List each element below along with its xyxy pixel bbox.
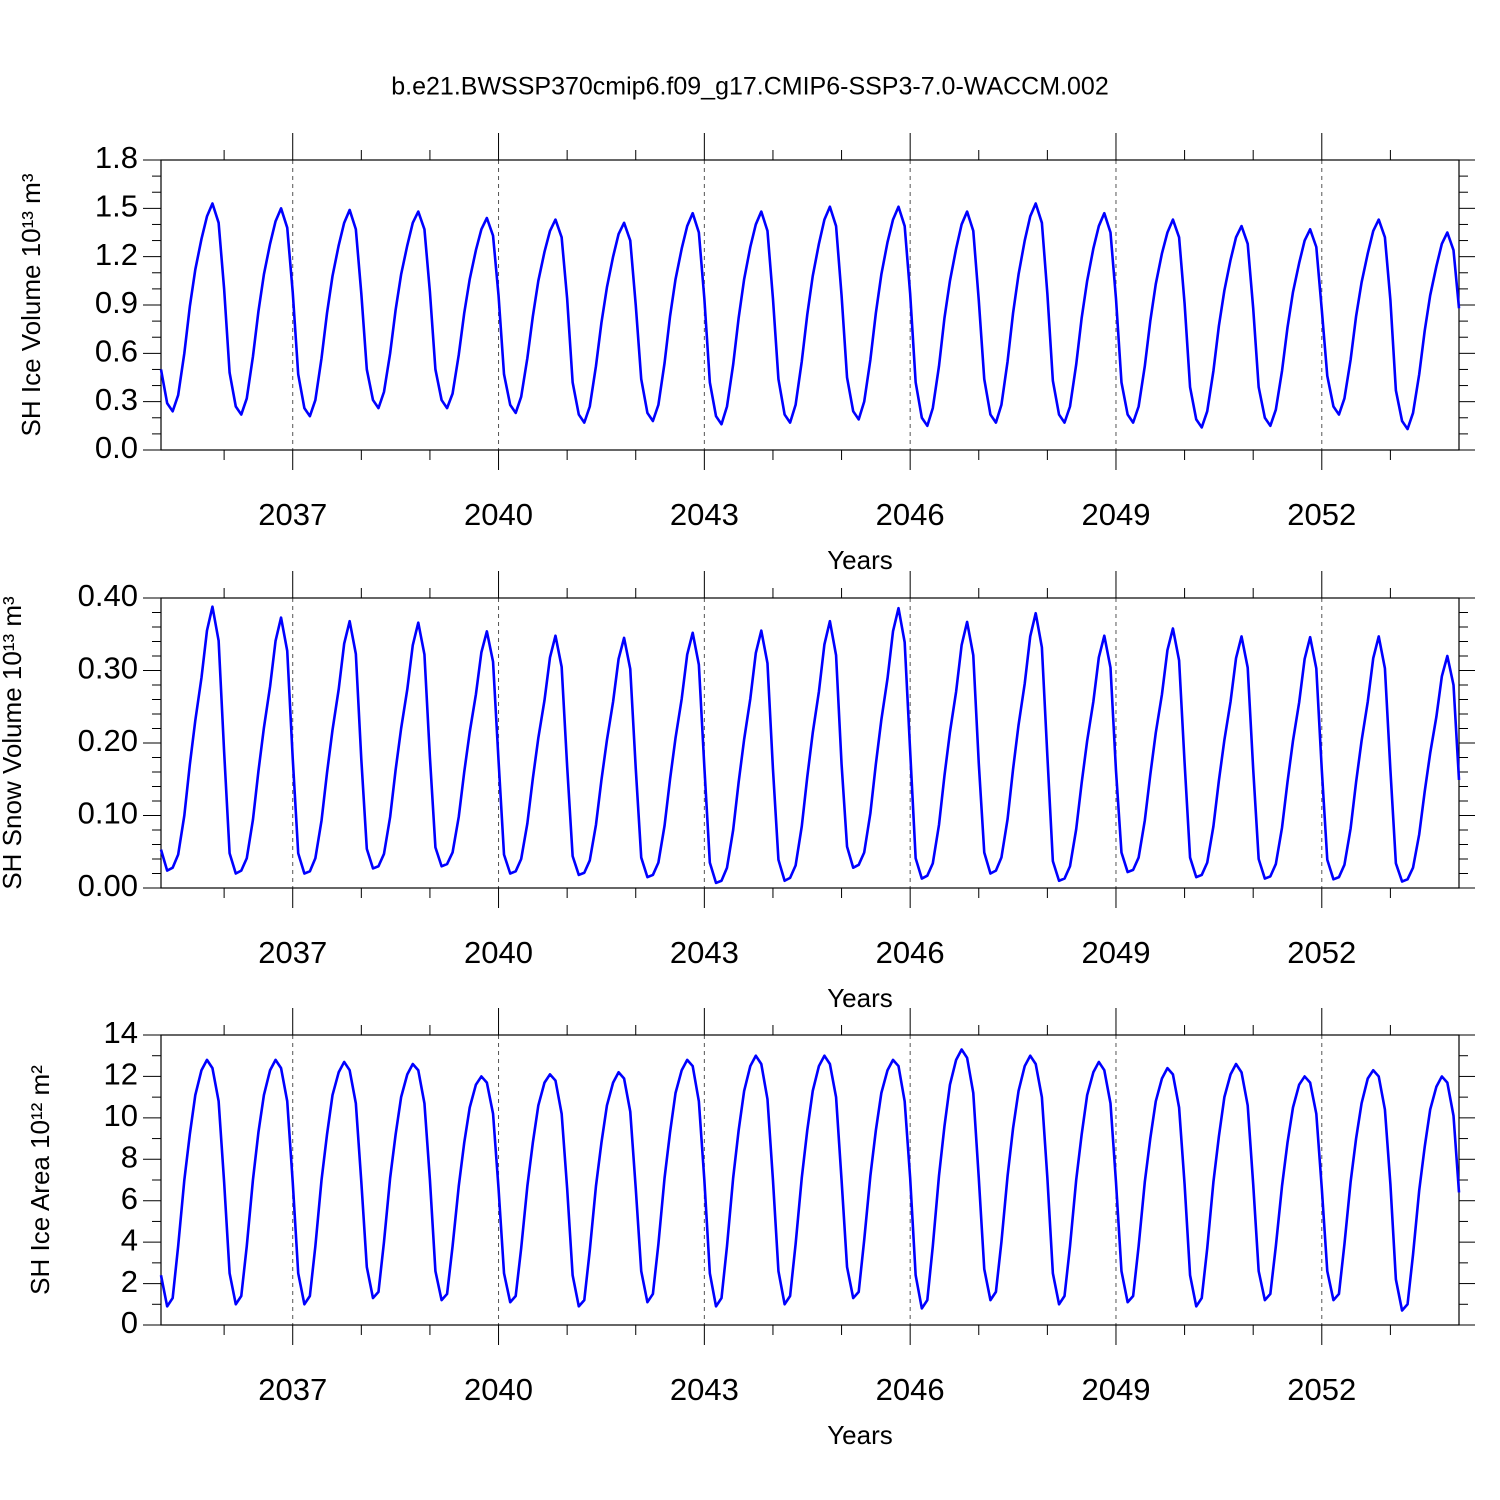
panel: 2037 2040 2043 2046 2049 2052 0 2 4 6 8 10 12 14 Years… <box>25 1008 1475 1450</box>
x-tick-label: 2049 <box>1081 497 1150 532</box>
y-axis-label: SH Ice Volume 10¹³ m³ <box>16 173 46 436</box>
y-tick-label: 1.8 <box>95 140 138 175</box>
x-tick-label: 2049 <box>1081 935 1150 970</box>
x-tick-label: 2046 <box>876 935 945 970</box>
x-tick-label: 2040 <box>464 935 533 970</box>
x-tick-label: 2052 <box>1287 1372 1356 1407</box>
y-tick-label: 0 <box>121 1305 138 1340</box>
x-tick-label: 2040 <box>464 1372 533 1407</box>
y-tick-label: 0.30 <box>78 651 138 686</box>
y-tick-label: 1.5 <box>95 189 138 224</box>
y-axis-label: SH Snow Volume 10¹³ m³ <box>0 596 27 890</box>
x-tick-label: 2046 <box>876 1372 945 1407</box>
plot-frame <box>160 597 1460 889</box>
y-tick-label: 1.2 <box>95 237 138 272</box>
data-line <box>159 605 1461 885</box>
y-tick-label: 10 <box>104 1098 138 1133</box>
x-tick-label: 2046 <box>876 497 945 532</box>
y-tick-label: 0.20 <box>78 723 138 758</box>
y-tick-label: 2 <box>121 1264 138 1299</box>
x-tick-label: 2037 <box>258 1372 327 1407</box>
x-axis-label: Years <box>827 545 893 575</box>
x-tick-label: 2043 <box>670 935 739 970</box>
x-tick-label: 2043 <box>670 1372 739 1407</box>
data-line <box>159 1048 1461 1312</box>
panel: 2037 2040 2043 2046 2049 2052 0.00 0.10 0.20 0.30… <box>0 571 1475 1013</box>
y-tick-label: 0.40 <box>78 578 138 613</box>
y-axis-label: SH Ice Area 10¹² m² <box>25 1065 55 1295</box>
x-tick-label: 2040 <box>464 497 533 532</box>
plot-frame <box>160 1034 1460 1326</box>
y-tick-label: 12 <box>104 1057 138 1092</box>
y-tick-label: 0.6 <box>95 334 138 369</box>
y-tick-label: 0.3 <box>95 382 138 417</box>
x-tick-label: 2037 <box>258 935 327 970</box>
y-tick-label: 4 <box>121 1222 138 1257</box>
x-axis-label: Years <box>827 983 893 1013</box>
y-tick-label: 0.10 <box>78 796 138 831</box>
y-tick-label: 0.00 <box>78 868 138 903</box>
y-tick-label: 6 <box>121 1181 138 1216</box>
x-tick-label: 2052 <box>1287 497 1356 532</box>
y-tick-label: 0.0 <box>95 430 138 465</box>
y-tick-label: 8 <box>121 1139 138 1174</box>
x-tick-label: 2052 <box>1287 935 1356 970</box>
x-axis-label: Years <box>827 1420 893 1450</box>
x-tick-label: 2043 <box>670 497 739 532</box>
data-line <box>159 202 1461 431</box>
plot-frame <box>160 159 1460 451</box>
y-tick-label: 14 <box>104 1015 138 1050</box>
chart-title: b.e21.BWSSP370cmip6.f09_g17.CMIP6-SSP3-7… <box>391 73 1108 101</box>
x-tick-label: 2037 <box>258 497 327 532</box>
y-tick-label: 0.9 <box>95 285 138 320</box>
x-tick-label: 2049 <box>1081 1372 1150 1407</box>
